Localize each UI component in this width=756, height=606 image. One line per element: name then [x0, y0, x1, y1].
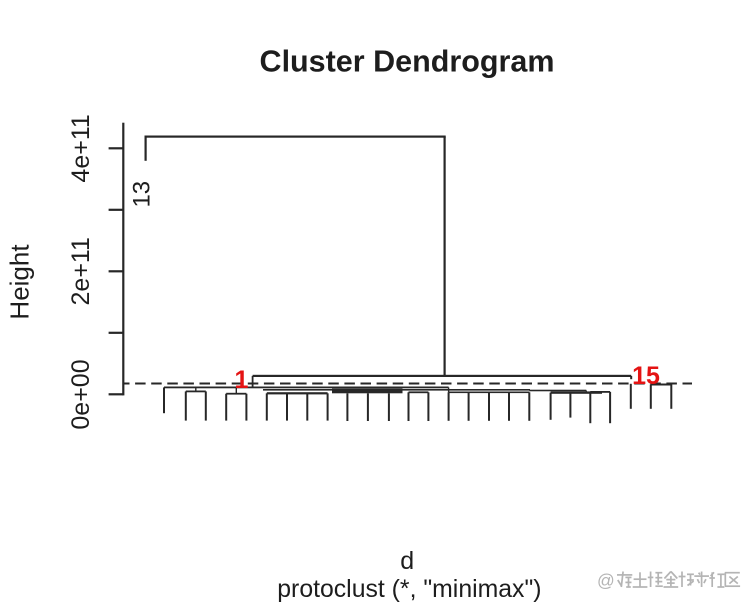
svg-text:15: 15 [632, 362, 660, 390]
svg-text:4e+11: 4e+11 [67, 114, 95, 182]
svg-text:@: @ [597, 571, 615, 591]
svg-text:protoclust (*, "minimax"): protoclust (*, "minimax") [277, 576, 541, 603]
svg-text:Height: Height [5, 244, 35, 320]
svg-text:0e+00: 0e+00 [67, 359, 95, 429]
svg-text:2e+11: 2e+11 [67, 237, 95, 305]
svg-text:d: d [400, 547, 414, 575]
svg-text:Cluster Dendrogram: Cluster Dendrogram [260, 45, 555, 79]
svg-text:13: 13 [129, 181, 156, 208]
svg-text:1: 1 [235, 366, 249, 394]
